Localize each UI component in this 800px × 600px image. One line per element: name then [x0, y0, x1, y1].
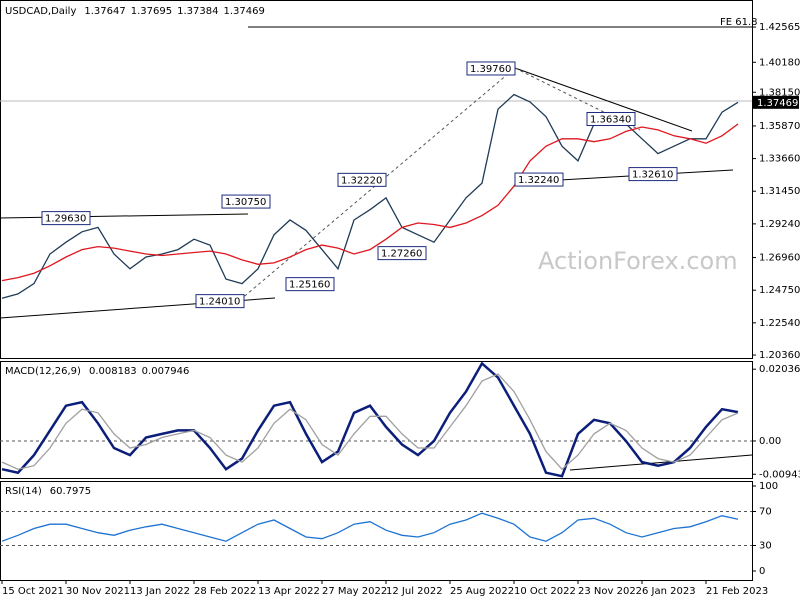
x-tick-label: 12 Jul 2022: [386, 586, 443, 597]
y-tick-label: 1.22540: [759, 318, 800, 329]
series-line: [1, 361, 739, 478]
trendline: [0, 213, 249, 219]
watermark: ActionForex.com: [538, 247, 738, 275]
y-tick-label: 1.38150: [759, 87, 800, 98]
panel-reading: 1.37647: [84, 6, 125, 17]
annotation-box: [285, 277, 335, 292]
annotation-box: [195, 294, 245, 309]
y-tick-label: 70: [759, 506, 772, 517]
price-panel: [0, 0, 753, 359]
annotation-box: [337, 172, 387, 187]
x-tick-label: 21 Feb 2023: [706, 586, 768, 597]
annotation-label: 1.32240: [518, 175, 559, 186]
panel-reading: 1.37695: [131, 6, 172, 17]
panel-title: MACD(12,26,9): [5, 366, 81, 377]
y-tick-label: 0.02036: [759, 364, 800, 375]
x-tick-label: 13 Apr 2022: [258, 586, 320, 597]
y-tick-label: 1.24750: [759, 285, 800, 296]
x-tick-label: 15 Oct 2021: [2, 586, 64, 597]
last-price-label: 1.37469: [757, 98, 798, 109]
fe-label: FE 61.8: [720, 17, 758, 28]
trendline: [514, 67, 693, 132]
annotation-label: 1.39760: [470, 64, 511, 75]
annotation-label: 1.29630: [45, 214, 86, 225]
macd-trendline: [569, 454, 753, 471]
macd-panel: [0, 361, 753, 479]
annotation-box: [514, 172, 564, 187]
y-tick-label: 1.26960: [759, 253, 800, 264]
last-price-box: [753, 95, 799, 109]
x-tick-label: 10 Oct 2022: [514, 586, 576, 597]
annotation-label: 1.36340: [590, 114, 631, 125]
x-tick-label: 28 Feb 2022: [194, 586, 256, 597]
x-tick-label: 6 Jan 2023: [642, 586, 696, 597]
x-tick-label: 13 Jan 2022: [130, 586, 190, 597]
panel-title: RSI(14): [5, 486, 42, 497]
rsi-panel: [0, 481, 753, 581]
x-tick-label: 27 May 2022: [322, 586, 387, 597]
x-tick-label: 30 Nov 2021: [66, 586, 130, 597]
panel-reading: 0.007946: [142, 366, 190, 377]
y-tick-label: 1.42565: [759, 22, 800, 33]
annotation-box: [586, 111, 636, 126]
annotation-box: [628, 167, 678, 182]
panel-reading: 0.008183: [89, 366, 137, 377]
panel-reading: 1.37469: [223, 6, 264, 17]
y-tick-label: 1.35870: [759, 121, 800, 132]
y-tick-label: 1.31450: [759, 186, 800, 197]
annotation-label: 1.25160: [289, 280, 330, 291]
y-tick-label: 100: [759, 481, 778, 492]
y-tick-label: -0.009438: [759, 469, 800, 480]
annotation-box: [41, 211, 91, 226]
y-tick-label: 1.20360: [759, 350, 800, 361]
series-line: [1, 373, 739, 471]
panel-reading: 60.7975: [50, 486, 91, 497]
y-tick-label: 1.29240: [759, 219, 800, 230]
annotation-box: [377, 246, 427, 261]
series-line: [1, 512, 739, 542]
annotation-label: 1.27260: [381, 249, 422, 260]
annotation-box: [221, 194, 271, 209]
y-tick-label: 1.33660: [759, 154, 800, 165]
y-tick-label: 0: [759, 566, 765, 577]
annotation-label: 1.24010: [199, 297, 240, 308]
series-line: [1, 123, 739, 282]
panel-title: USDCAD,Daily: [5, 6, 76, 17]
y-tick-label: 0.00: [759, 436, 781, 447]
x-tick-label: 25 Aug 2022: [450, 586, 514, 597]
panel-reading: 1.37384: [177, 6, 218, 17]
annotation-box: [466, 61, 516, 76]
y-tick-label: 30: [759, 540, 772, 551]
y-tick-label: 1.40180: [759, 57, 800, 68]
annotation-label: 1.32220: [341, 175, 382, 186]
x-tick-label: 23 Nov 2022: [578, 586, 642, 597]
annotation-label: 1.30750: [225, 197, 266, 208]
annotation-label: 1.32610: [632, 170, 673, 181]
